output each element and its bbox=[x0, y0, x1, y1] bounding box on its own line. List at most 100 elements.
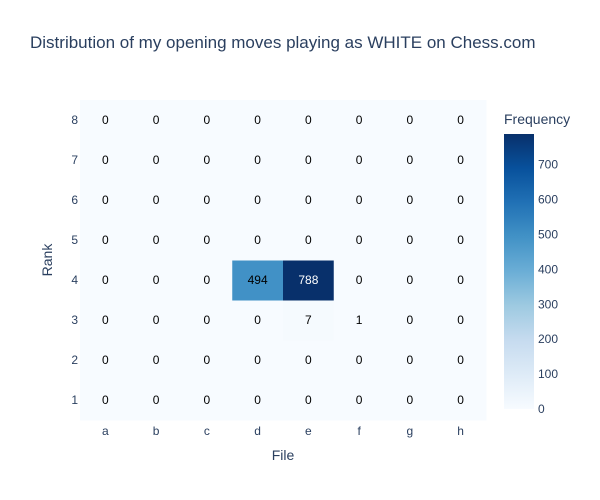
heatmap-cell-a7 bbox=[80, 140, 132, 181]
heatmap-cell-d8 bbox=[232, 100, 284, 141]
cell-label-h2: 0 bbox=[457, 353, 464, 367]
heatmap-cell-a6 bbox=[80, 180, 132, 221]
heatmap-cell-g8 bbox=[384, 100, 436, 141]
cell-label-d1: 0 bbox=[254, 393, 261, 407]
cell-label-e1: 0 bbox=[305, 393, 312, 407]
heatmap-cell-f7 bbox=[333, 140, 385, 181]
heatmap-cell-a8 bbox=[80, 100, 132, 141]
cell-label-b1: 0 bbox=[153, 393, 160, 407]
heatmap-cell-d3 bbox=[232, 300, 284, 341]
x-tick-label-a: a bbox=[102, 424, 109, 438]
heatmap-cell-d7 bbox=[232, 140, 284, 181]
colorbar-tick-400: 400 bbox=[538, 262, 558, 276]
heatmap-cell-e8 bbox=[283, 100, 335, 141]
heatmap-cell-h1 bbox=[435, 380, 487, 421]
cell-label-c1: 0 bbox=[204, 393, 211, 407]
heatmap-cell-d5 bbox=[232, 220, 284, 261]
cell-label-h5: 0 bbox=[457, 233, 464, 247]
heatmap-cell-d4 bbox=[232, 260, 284, 301]
x-tick-label-b: b bbox=[153, 424, 160, 438]
cell-label-f8: 0 bbox=[356, 113, 363, 127]
heatmap-cell-g4 bbox=[384, 260, 436, 301]
cell-label-g4: 0 bbox=[407, 273, 414, 287]
heatmap-cell-e1 bbox=[283, 380, 335, 421]
cell-label-f3: 1 bbox=[356, 313, 363, 327]
heatmap-cell-h2 bbox=[435, 340, 487, 381]
cell-label-d7: 0 bbox=[254, 153, 261, 167]
colorbar-tick-100: 100 bbox=[538, 367, 558, 381]
y-tick-label-1: 1 bbox=[71, 393, 78, 407]
cell-label-g3: 0 bbox=[407, 313, 414, 327]
cell-label-f1: 0 bbox=[356, 393, 363, 407]
heatmap-cell-c4 bbox=[181, 260, 233, 301]
cell-label-g6: 0 bbox=[407, 193, 414, 207]
heatmap-cell-c6 bbox=[181, 180, 233, 221]
heatmap-cell-b8 bbox=[130, 100, 182, 141]
x-tick-label-e: e bbox=[305, 424, 312, 438]
heatmap-cell-d2 bbox=[232, 340, 284, 381]
colorbar bbox=[504, 134, 534, 409]
cell-label-d6: 0 bbox=[254, 193, 261, 207]
cell-label-b4: 0 bbox=[153, 273, 160, 287]
cell-label-f7: 0 bbox=[356, 153, 363, 167]
x-tick-label-f: f bbox=[357, 424, 361, 438]
cell-label-e8: 0 bbox=[305, 113, 312, 127]
colorbar-tick-200: 200 bbox=[538, 332, 558, 346]
cell-label-b3: 0 bbox=[153, 313, 160, 327]
cell-label-a7: 0 bbox=[102, 153, 109, 167]
heatmap-cell-c1 bbox=[181, 380, 233, 421]
heatmap-cell-e3 bbox=[283, 300, 335, 341]
cell-label-e4: 788 bbox=[298, 273, 318, 287]
cell-label-f5: 0 bbox=[356, 233, 363, 247]
y-tick-label-7: 7 bbox=[71, 153, 78, 167]
heatmap-cell-a5 bbox=[80, 220, 132, 261]
cell-label-d8: 0 bbox=[254, 113, 261, 127]
heatmap-cell-d1 bbox=[232, 380, 284, 421]
cell-label-c3: 0 bbox=[204, 313, 211, 327]
colorbar-tick-300: 300 bbox=[538, 297, 558, 311]
x-axis-title: File bbox=[272, 447, 295, 463]
cell-label-f6: 0 bbox=[356, 193, 363, 207]
colorbar-tick-500: 500 bbox=[538, 228, 558, 242]
heatmap-cell-g5 bbox=[384, 220, 436, 261]
cell-label-d5: 0 bbox=[254, 233, 261, 247]
heatmap-cell-c5 bbox=[181, 220, 233, 261]
heatmap-cell-b6 bbox=[130, 180, 182, 221]
heatmap-cell-f5 bbox=[333, 220, 385, 261]
heatmap-cell-e5 bbox=[283, 220, 335, 261]
cell-label-a8: 0 bbox=[102, 113, 109, 127]
y-tick-label-6: 6 bbox=[71, 193, 78, 207]
cell-label-c5: 0 bbox=[204, 233, 211, 247]
x-tick-label-g: g bbox=[407, 424, 414, 438]
x-tick-label-d: d bbox=[254, 424, 261, 438]
cell-label-c6: 0 bbox=[204, 193, 211, 207]
cell-label-d4: 494 bbox=[248, 273, 268, 287]
cell-label-b6: 0 bbox=[153, 193, 160, 207]
colorbar-tick-700: 700 bbox=[538, 158, 558, 172]
cell-label-g2: 0 bbox=[407, 353, 414, 367]
colorbar-tick-600: 600 bbox=[538, 193, 558, 207]
cell-label-e6: 0 bbox=[305, 193, 312, 207]
cell-label-e7: 0 bbox=[305, 153, 312, 167]
cell-label-a1: 0 bbox=[102, 393, 109, 407]
heatmap-cell-f2 bbox=[333, 340, 385, 381]
cell-label-c7: 0 bbox=[204, 153, 211, 167]
heatmap-cell-f1 bbox=[333, 380, 385, 421]
heatmap-cell-b3 bbox=[130, 300, 182, 341]
cell-label-g5: 0 bbox=[407, 233, 414, 247]
cell-label-b7: 0 bbox=[153, 153, 160, 167]
x-tick-label-c: c bbox=[204, 424, 210, 438]
heatmap-cell-g2 bbox=[384, 340, 436, 381]
cell-label-h7: 0 bbox=[457, 153, 464, 167]
heatmap-cell-h3 bbox=[435, 300, 487, 341]
heatmap-cell-h7 bbox=[435, 140, 487, 181]
y-tick-label-5: 5 bbox=[71, 233, 78, 247]
heatmap-cell-h8 bbox=[435, 100, 487, 141]
cell-label-h4: 0 bbox=[457, 273, 464, 287]
heatmap-cell-f3 bbox=[333, 300, 385, 341]
cell-label-f4: 0 bbox=[356, 273, 363, 287]
chart-title: Distribution of my opening moves playing… bbox=[30, 33, 536, 52]
cell-label-h1: 0 bbox=[457, 393, 464, 407]
